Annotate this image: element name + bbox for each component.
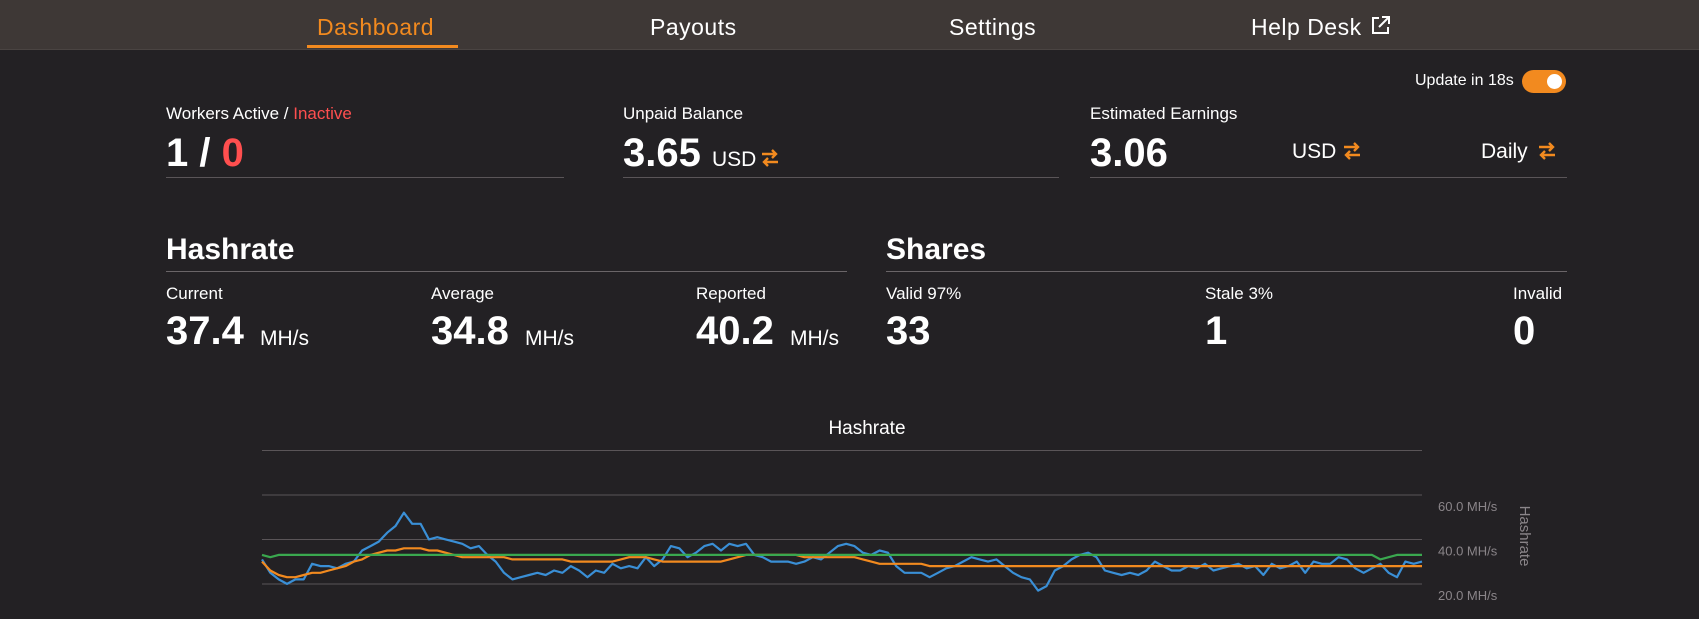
chart-series-line-1 [261, 547, 1422, 579]
workers-divider [166, 177, 564, 178]
swap-period-icon[interactable] [1537, 141, 1557, 166]
update-countdown-label: Update in 18s [1415, 72, 1514, 89]
swap-earnings-currency-icon[interactable] [1342, 141, 1362, 166]
chart-y-ticks: 20.0 MH/s 40.0 MH/s 60.0 MH/s [1438, 499, 1498, 603]
chart-y-axis-label: Hashrate [1516, 506, 1533, 567]
auto-update-toggle[interactable] [1522, 70, 1566, 93]
reported-unit: MH/s [790, 327, 839, 350]
current-label: Current [166, 284, 223, 303]
workers-separator: / [199, 131, 211, 175]
earnings-currency: USD [1292, 140, 1337, 163]
workers-active-count: 1 [166, 131, 189, 175]
current-unit: MH/s [260, 327, 309, 350]
earnings-period: Daily [1481, 140, 1528, 163]
reported-label: Reported [696, 284, 766, 303]
nav-dashboard[interactable]: Dashboard [317, 14, 435, 40]
chart-y-tick-label: 20.0 MH/s [1438, 588, 1498, 603]
chart-series-line-2 [261, 553, 1422, 561]
unpaid-balance-value: 3.65 [623, 131, 701, 175]
nav-settings[interactable]: Settings [949, 14, 1037, 40]
unpaid-currency: USD [712, 148, 757, 171]
average-label: Average [431, 284, 495, 303]
toggle-knob [1547, 74, 1562, 89]
valid-shares-value: 33 [886, 309, 931, 353]
invalid-shares-value: 0 [1513, 309, 1536, 353]
valid-shares-label: Valid 97% [886, 284, 962, 303]
top-nav: Dashboard Payouts Settings Help Desk [0, 0, 1699, 50]
shares-title: Shares [886, 233, 987, 266]
workers-label: Workers Active / Inactive [166, 104, 352, 124]
average-unit: MH/s [525, 327, 574, 350]
active-tab-indicator [307, 45, 458, 48]
hashrate-chart: Hashrate 20.0 MH/s 40.0 MH/s 60.0 MH/s Has… [261, 418, 1533, 603]
stale-shares-label: Stale 3% [1205, 284, 1274, 303]
chart-series [261, 511, 1423, 592]
current-hashrate: 37.4 [166, 309, 244, 353]
stale-shares-value: 1 [1205, 309, 1228, 353]
earnings-divider [1090, 177, 1567, 178]
shares-divider [886, 271, 1567, 272]
invalid-shares-label: Invalid [1513, 284, 1563, 303]
chart-y-tick-label: 40.0 MH/s [1438, 544, 1498, 559]
reported-hashrate: 40.2 [696, 309, 774, 353]
workers-active-label: Workers Active / [166, 104, 289, 123]
swap-currency-icon[interactable] [760, 148, 780, 173]
chart-grid [262, 450, 1422, 585]
hashrate-title: Hashrate [166, 233, 295, 266]
workers-inactive-label: Inactive [293, 104, 352, 123]
chart-y-tick-label: 60.0 MH/s [1438, 499, 1498, 514]
nav-help-desk-label: Help Desk [1251, 14, 1362, 40]
chart-title: Hashrate [828, 418, 905, 439]
workers-count: 1 / 0 [166, 131, 244, 176]
nav-help-desk[interactable]: Help Desk [1251, 14, 1392, 42]
nav-payouts[interactable]: Payouts [650, 14, 737, 40]
earnings-label: Estimated Earnings [1090, 104, 1238, 123]
workers-inactive-count: 0 [221, 131, 244, 175]
earnings-value: 3.06 [1090, 131, 1168, 175]
chart-series-line-0 [261, 511, 1423, 592]
unpaid-divider [623, 177, 1059, 178]
external-link-icon [1370, 14, 1392, 42]
unpaid-balance-label: Unpaid Balance [623, 104, 744, 123]
average-hashrate: 34.8 [431, 309, 509, 353]
hashrate-divider [166, 271, 847, 272]
